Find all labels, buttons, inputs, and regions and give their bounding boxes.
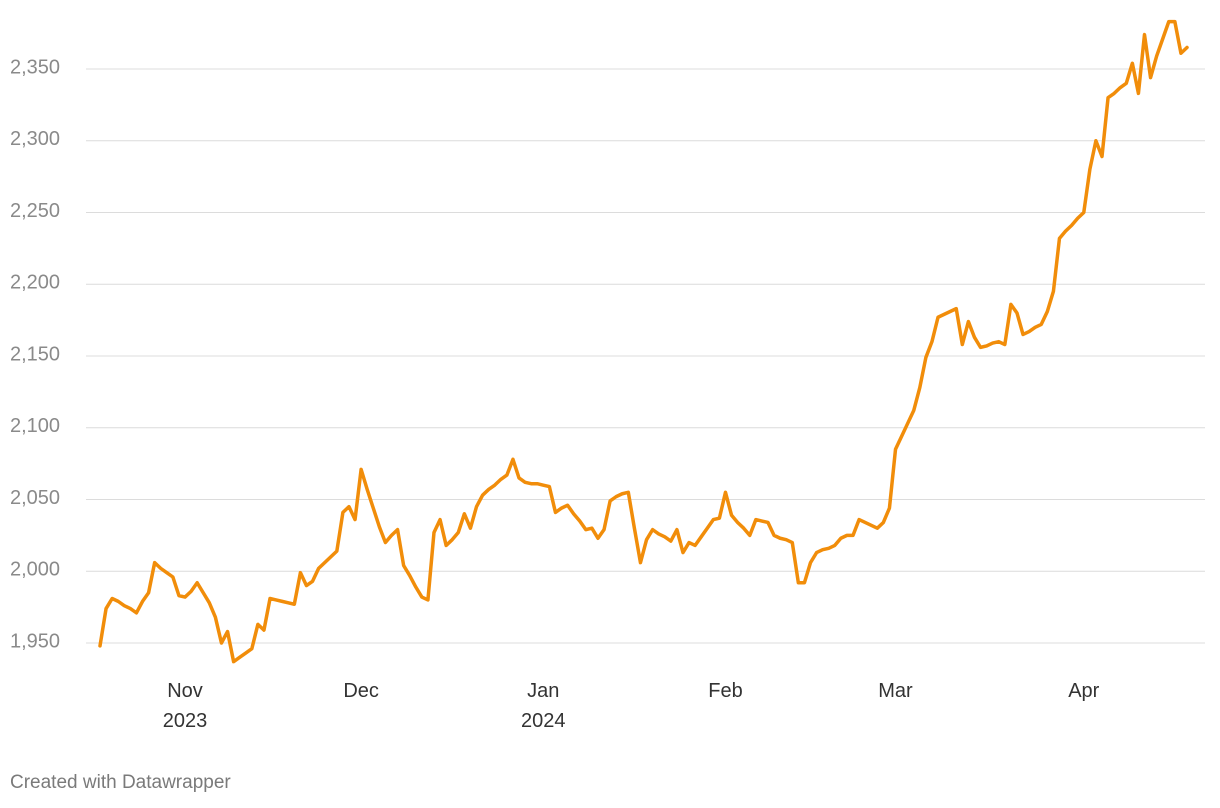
y-tick-label: 2,200 (10, 272, 60, 294)
credit: Created with Datawrapper (10, 772, 231, 793)
x-tick-label: Dec (343, 680, 379, 702)
x-tick-label: Apr (1068, 680, 1100, 702)
y-tick-label: 2,150 (10, 343, 60, 365)
y-tick-label: 2,250 (10, 200, 60, 222)
x-tick-label: Mar (878, 680, 913, 702)
x-tick-label: Jan 2024 (521, 680, 566, 732)
y-tick-label: 2,300 (10, 128, 60, 150)
line (98, 19, 1189, 664)
y-tick-label: 2,050 (10, 487, 60, 509)
x-tick-label: Feb (708, 680, 743, 702)
y-tick-label: 1,950 (10, 630, 60, 652)
y-tick-label: 2,000 (10, 559, 60, 581)
y-tick-label: 2,100 (10, 415, 60, 437)
x-tick-label: Nov 2023 (162, 680, 208, 732)
y-tick-label: 2,350 (10, 56, 60, 78)
